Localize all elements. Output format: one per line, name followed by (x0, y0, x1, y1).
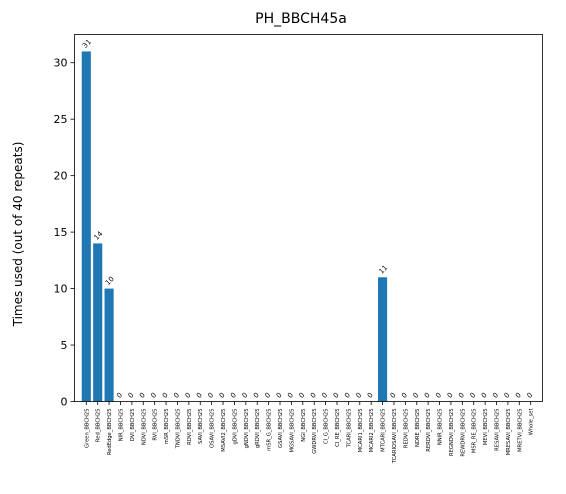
bar-value-label: 0 (218, 391, 227, 400)
bar-value-label: 0 (241, 391, 250, 400)
x-tick-label: GSAVI_BBCH25 (278, 409, 284, 448)
bar-value-label: 0 (309, 391, 318, 400)
bar-value-label: 0 (491, 391, 500, 400)
x-tick-label: Whole_set (529, 409, 535, 436)
x-tick-label: OSAVI_BBCH25 (210, 409, 216, 449)
x-tick-label: MSAVI2_BBCH25 (221, 409, 227, 452)
chart-title: PH_BBCH45a (255, 11, 347, 27)
bar-value-label: 0 (480, 391, 489, 400)
y-tick-label: 5 (61, 339, 68, 352)
bar-value-label: 0 (320, 391, 329, 400)
x-tick-label: SAVI_BBCH25 (198, 409, 204, 444)
bar-value-label: 0 (195, 391, 204, 400)
x-tick-label: GWDRVI_BBCH25 (312, 409, 318, 454)
y-axis-label: Times used (out of 40 repeats) (11, 142, 25, 328)
x-tick-label: mSR_BBCH25 (164, 409, 170, 445)
bar-value-label: 0 (229, 391, 238, 400)
y-tick-label: 15 (54, 226, 68, 239)
x-tick-label: REWDRVI_BBCH25 (460, 409, 466, 457)
bar-value-label: 31 (81, 38, 93, 50)
bar-value-label: 0 (503, 391, 512, 400)
x-tick-label: MCARI1_BBCH25 (358, 409, 364, 453)
x-tick-label: MEVI_BBCH25 (483, 409, 489, 446)
bar (104, 288, 114, 402)
x-tick-label: MRETVI_BBCH25 (517, 409, 523, 452)
bar-value-label: 0 (343, 391, 352, 400)
x-tick-label: RERDVI_BBCH25 (426, 409, 432, 452)
bar-value-label: 0 (172, 391, 181, 400)
x-tick-label: NGI_BBCH25 (301, 409, 307, 442)
bar-value-label: 0 (252, 391, 261, 400)
x-tick-label: RESAVI_BBCH25 (495, 409, 501, 451)
bar-value-label: 0 (332, 391, 341, 400)
bar-value-label: 0 (366, 391, 375, 400)
x-tick-label: RVI_BBCH25 (153, 409, 159, 441)
bar-value-label: 0 (206, 391, 215, 400)
x-tick-label: Red_BBCH25 (96, 409, 102, 443)
x-tick-label: CI_G_BBCH25 (324, 409, 330, 445)
x-tick-label: NNIR_BBCH25 (438, 409, 444, 446)
x-tick-label: TCARIOSAVI_BBCH25 (392, 409, 398, 465)
x-axis: Green_BBCH25 Red_BBCH25 RedEdge_BBCH25 NIR_… (84, 401, 535, 465)
bar-value-label: 0 (434, 391, 443, 400)
x-tick-label: TCARI_BBCH25 (346, 409, 352, 449)
bar-value-label: 10 (104, 275, 116, 287)
x-tick-label: REGNDVI_BBCH25 (449, 409, 455, 457)
x-tick-label: gDVI_BBCH25 (232, 409, 238, 445)
x-tick-label: RedEdge_BBCH25 (107, 409, 113, 456)
y-axis: 0 5 10 15 20 25 30 (54, 57, 75, 409)
x-tick-label: MTCARI_BBCH25 (381, 409, 387, 452)
bar-value-label: 0 (275, 391, 284, 400)
bar (81, 51, 91, 402)
bar-value-label: 11 (377, 264, 389, 276)
x-tick-label: NDRE_BBCH25 (415, 409, 421, 448)
bar-value-label: 0 (457, 391, 466, 400)
y-tick-label: 25 (54, 113, 68, 126)
x-tick-label: RDVI_BBCH25 (187, 409, 193, 445)
x-tick-label: CI_RE_BBCH25 (335, 409, 341, 447)
bar-value-label: 0 (127, 391, 136, 400)
x-tick-label: NDVI_BBCH25 (141, 409, 147, 446)
x-tick-label: REDVI_BBCH25 (403, 409, 409, 449)
bar (378, 277, 388, 402)
bar-value-label: 0 (263, 391, 272, 400)
bar-value-label: 0 (525, 391, 534, 400)
bar-value-label: 0 (161, 391, 170, 400)
x-tick-label: Green_BBCH25 (84, 409, 90, 448)
x-tick-label: MRESAVI_BBCH25 (506, 409, 512, 456)
bar (93, 243, 103, 402)
plot-frame (74, 34, 543, 402)
x-tick-label: NIR_BBCH25 (118, 409, 124, 442)
x-tick-label: MCARI2_BBCH25 (369, 409, 375, 453)
bar-value-label: 0 (149, 391, 158, 400)
x-tick-label: MGSAVI_BBCH25 (289, 409, 295, 453)
y-tick-label: 0 (61, 396, 68, 409)
bar-value-label: 0 (468, 391, 477, 400)
bar-value-label: 0 (412, 391, 421, 400)
bar-value-label: 0 (184, 391, 193, 400)
y-tick-label: 20 (54, 170, 68, 183)
bar-value-label: 14 (92, 229, 104, 241)
y-tick-label: 30 (54, 57, 68, 70)
x-tick-label: TNDVI_BBCH25 (175, 409, 181, 450)
bar-value-label: 0 (115, 391, 124, 400)
bar-value-label: 0 (355, 391, 364, 400)
y-tick-label: 10 (54, 283, 68, 296)
bar-value-label: 0 (400, 391, 409, 400)
x-tick-label: gNDVI_BBCH25 (244, 409, 250, 449)
bar-value-label: 0 (423, 391, 432, 400)
bar-value-label: 0 (514, 391, 523, 400)
bar-value-label: 0 (138, 391, 147, 400)
x-tick-label: MSR_RE_BBCH25 (472, 409, 478, 454)
x-tick-label: DVI_BBCH25 (130, 409, 136, 442)
bar-value-label: 0 (298, 391, 307, 400)
x-tick-label: mSR_G_BBCH25 (267, 409, 273, 451)
bar-value-label: 0 (286, 391, 295, 400)
bar-value-label: 0 (389, 391, 398, 400)
x-tick-label: gRDVI_BBCH25 (255, 409, 261, 449)
bar-value-label: 0 (446, 391, 455, 400)
bars (81, 51, 388, 402)
